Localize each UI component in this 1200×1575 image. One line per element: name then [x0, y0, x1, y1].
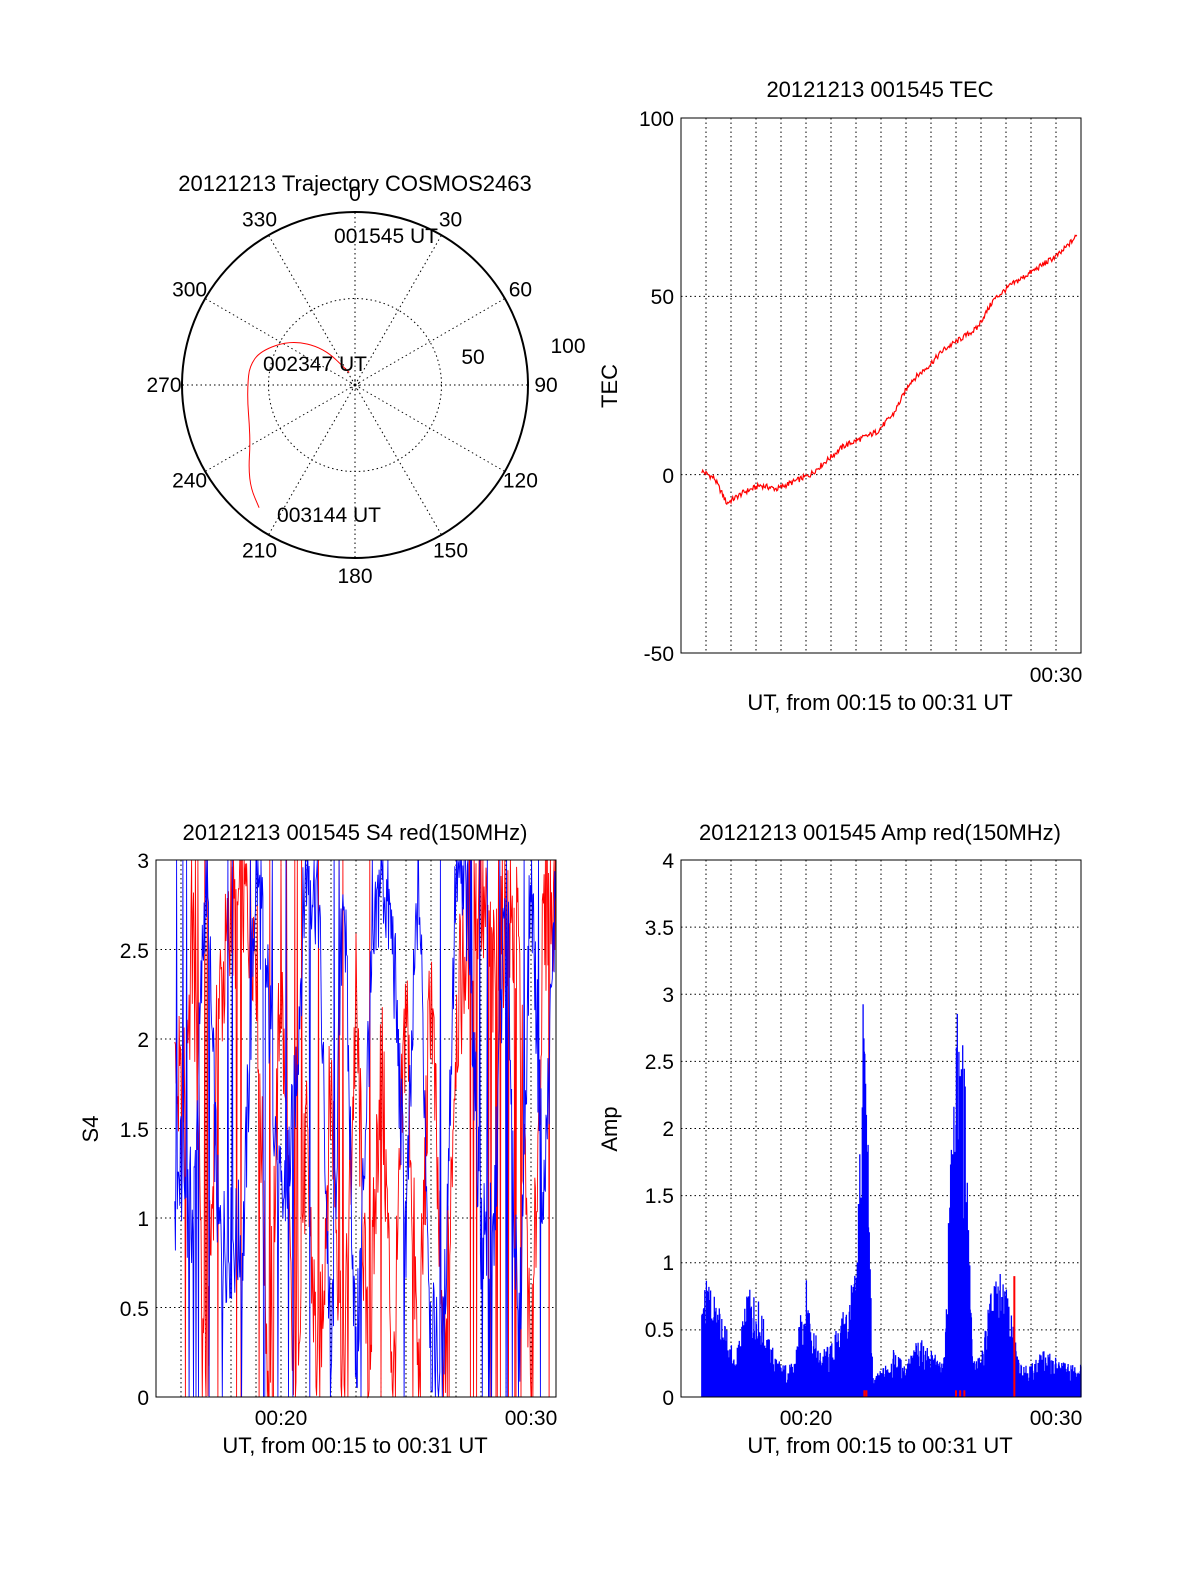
azimuth-label-0: 0: [349, 183, 361, 206]
polar-spoke-30: [354, 234, 442, 386]
tec-ylabel: TEC: [597, 364, 622, 408]
s4-xtick-0030: 00:30: [505, 1407, 558, 1430]
amp-red-series: [863, 1276, 1016, 1397]
tec-grid: [681, 117, 1081, 654]
amp-ytick-0-5: 0.5: [645, 1319, 674, 1342]
s4-ytick-0: 0: [137, 1387, 149, 1410]
tec-ytick-minus50: -50: [644, 643, 674, 666]
tec-ytick-50: 50: [651, 286, 674, 309]
s4-red-series: [174, 859, 557, 1399]
s4-plot-frame: [155, 859, 557, 1398]
annotation-start-time: 001545 UT: [334, 225, 438, 248]
s4-blue-series: [174, 859, 557, 1398]
s4-ytick-2: 2: [137, 1029, 149, 1052]
amp-ytick-1: 1: [662, 1252, 674, 1275]
azimuth-label-180: 180: [337, 565, 372, 588]
annotation-mid-time: 002347 UT: [263, 353, 367, 376]
polar-spoke-300: [204, 298, 356, 386]
amp-ytick-3-5: 3.5: [645, 917, 674, 940]
polar-grid: [182, 212, 528, 558]
s4-ytick-2-5: 2.5: [120, 940, 149, 963]
azimuth-label-90: 90: [534, 374, 557, 397]
azimuth-label-120: 120: [503, 470, 538, 493]
s4-ytick-1: 1: [137, 1208, 149, 1231]
azimuth-label-300: 300: [172, 279, 207, 302]
trajectory-panel: 20121213 Trajectory COSMOS2463 0 30 60 90 12…: [146, 171, 585, 588]
polar-spoke-240: [204, 384, 356, 472]
amp-ylabel: Amp: [597, 1106, 622, 1151]
amp-xtick-0030: 00:30: [1030, 1407, 1083, 1430]
amp-grid: [681, 859, 1081, 1398]
amp-blue-bars: [701, 1004, 1082, 1397]
tec-panel: 20121213 001545 TEC 100 50 0 -50 00:30 U…: [597, 77, 1082, 715]
s4-ytick-0-5: 0.5: [120, 1298, 149, 1321]
annotation-end-time: 003144 UT: [277, 504, 381, 527]
s4-blue-line: [174, 859, 557, 1398]
azimuth-label-60: 60: [509, 279, 532, 302]
s4-ylabel: S4: [78, 1116, 103, 1143]
amp-plot-frame: [680, 859, 1082, 1398]
amp-ytick-3: 3: [662, 984, 674, 1007]
polar-spoke-210: [268, 384, 356, 536]
amp-ytick-1-5: 1.5: [645, 1185, 674, 1208]
tec-plot-frame: [680, 117, 1082, 654]
polar-spoke-150: [354, 384, 442, 536]
tec-xtick-0030: 00:30: [1030, 664, 1083, 687]
tec-title: 20121213 001545 TEC: [766, 77, 993, 102]
azimuth-label-150: 150: [433, 539, 468, 562]
trajectory-track: [247, 342, 350, 508]
tec-ytick-100: 100: [639, 108, 674, 131]
polar-spoke-330: [268, 234, 356, 386]
s4-ytick-1-5: 1.5: [120, 1119, 149, 1142]
s4-panel: 20121213 001545 S4 red(150MHz) 3 2.5 2 1…: [78, 820, 557, 1458]
amp-ytick-0: 0: [662, 1387, 674, 1410]
amp-xlabel: UT, from 00:15 to 00:31 UT: [747, 1433, 1012, 1458]
azimuth-label-210: 210: [242, 539, 277, 562]
radius-label-100: 100: [550, 335, 585, 358]
amp-panel: 20121213 001545 Amp red(150MHz) 4 3.5 3 …: [597, 820, 1082, 1458]
polar-frame: [181, 211, 529, 559]
radius-label-50: 50: [461, 346, 484, 369]
polar-center-ring: [350, 380, 360, 390]
s4-xlabel: UT, from 00:15 to 00:31 UT: [222, 1433, 487, 1458]
s4-ytick-3: 3: [137, 850, 149, 873]
tec-series-line: [701, 234, 1078, 506]
azimuth-label-30: 30: [439, 209, 462, 232]
amp-title: 20121213 001545 Amp red(150MHz): [699, 820, 1061, 845]
amp-ytick-4: 4: [662, 850, 674, 873]
s4-xtick-0020: 00:20: [255, 1407, 308, 1430]
amp-ytick-2-5: 2.5: [645, 1051, 674, 1074]
polar-spoke-60: [354, 298, 506, 386]
trajectory-title: 20121213 Trajectory COSMOS2463: [178, 171, 531, 196]
tec-ytick-0: 0: [662, 465, 674, 488]
amp-ytick-2: 2: [662, 1118, 674, 1141]
tec-xlabel: UT, from 00:15 to 00:31 UT: [747, 690, 1012, 715]
azimuth-label-270: 270: [146, 374, 181, 397]
amp-xtick-0020: 00:20: [780, 1407, 833, 1430]
s4-title: 20121213 001545 S4 red(150MHz): [183, 820, 528, 845]
polar-spoke-120: [354, 384, 506, 472]
amp-blue-series: [701, 1004, 1082, 1397]
azimuth-label-240: 240: [172, 470, 207, 493]
azimuth-labels: 0 30 60 90 120 150 180 210 240 270 300 330: [146, 183, 557, 588]
s4-red-line: [174, 859, 557, 1399]
azimuth-label-330: 330: [242, 209, 277, 232]
